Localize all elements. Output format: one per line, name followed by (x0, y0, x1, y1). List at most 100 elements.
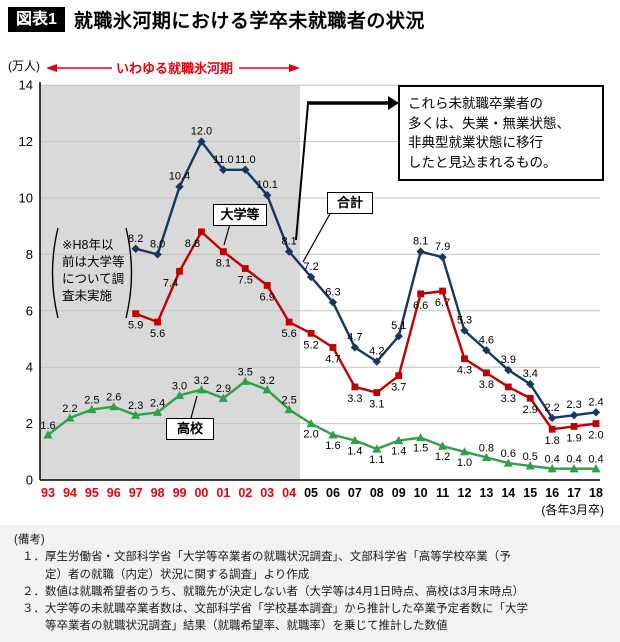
value-label: 6.9 (260, 291, 275, 303)
note-line-3: ２．数値は就職希望者のうち、就職先が決定しない者（大学等は4月1日時点、高校は3… (22, 585, 525, 598)
notes-caption: (備考) (14, 534, 45, 546)
value-label: 2.0 (303, 429, 318, 441)
data-point (526, 394, 534, 402)
series-line-0 (135, 139, 597, 420)
data-point (591, 464, 601, 473)
data-point (350, 343, 360, 352)
x-tick-label: 02 (238, 486, 252, 500)
value-label: 3.3 (501, 393, 516, 405)
ice-age-label: いわゆる就職氷河期 (116, 61, 234, 76)
y-tick-label: 4 (26, 360, 33, 375)
value-label: 3.4 (523, 368, 538, 380)
value-label: 2.5 (84, 395, 99, 407)
value-label: 6.6 (413, 300, 428, 312)
value-label: 1.9 (566, 432, 581, 444)
value-label: 4.7 (347, 331, 362, 343)
value-label: 3.3 (347, 393, 362, 405)
value-label: 3.8 (479, 379, 494, 391)
data-point (328, 298, 338, 307)
value-label: 0.6 (501, 448, 516, 460)
note-line-2: 定）者の就職（内定）状況に関する調査」より作成 (22, 568, 310, 581)
data-point (503, 458, 513, 467)
bracket-right (125, 227, 133, 319)
value-label: 5.6 (281, 328, 296, 340)
figure-tag: 図表1 (8, 6, 65, 33)
data-point (153, 407, 163, 416)
data-point (109, 402, 119, 411)
series-label-highschool: 高校 (166, 418, 214, 440)
value-label: 8.0 (150, 238, 165, 250)
data-point (175, 182, 184, 191)
x-tick-label: 05 (304, 486, 318, 500)
series-label-university: 大学等 (213, 204, 267, 226)
value-label: 3.2 (194, 375, 209, 387)
data-point (263, 190, 272, 200)
data-point (263, 282, 271, 289)
x-tick-label: 12 (458, 486, 472, 500)
value-label: 4.7 (325, 353, 340, 365)
value-label: 5.2 (303, 339, 318, 351)
data-point (394, 435, 404, 445)
data-point (306, 272, 316, 282)
data-point (504, 365, 513, 375)
value-label: 1.6 (325, 440, 340, 452)
value-label: 4.3 (457, 365, 472, 377)
data-point (218, 393, 228, 402)
chart-header: 図表1 就職氷河期における学卒未就職者の状況 (8, 6, 425, 33)
data-point (461, 355, 468, 363)
value-label: 8.1 (216, 258, 231, 270)
data-point (526, 379, 535, 389)
y-tick-label: 14 (19, 78, 33, 93)
data-point (65, 413, 75, 422)
data-point (241, 165, 250, 174)
x-tick-label: 07 (348, 486, 362, 500)
x-tick-label: 01 (216, 486, 230, 500)
data-point (219, 248, 227, 255)
value-label: 7.5 (238, 275, 253, 287)
value-label: 5.1 (391, 320, 406, 332)
value-label: 2.4 (588, 396, 603, 408)
data-point (438, 253, 447, 262)
value-label: 5.6 (150, 328, 165, 340)
value-label: 3.1 (369, 399, 384, 411)
data-point (417, 290, 425, 298)
value-label: 2.9 (523, 404, 538, 416)
x-tick-label: 96 (107, 486, 121, 500)
value-label: 8.1 (281, 236, 296, 248)
value-label: 1.0 (457, 457, 472, 469)
x-tick-label: 13 (479, 486, 493, 500)
x-tick-label: 16 (545, 486, 559, 500)
data-point (131, 244, 140, 253)
value-label: 0.4 (566, 454, 581, 466)
data-point (439, 287, 446, 295)
x-tick-label: 11 (436, 486, 449, 500)
x-tick-label: 00 (194, 486, 208, 500)
y-unit-label: (万人) (8, 59, 40, 73)
value-label: 1.6 (40, 420, 55, 432)
callout-text: これら未就職卒業者の 多くは、失業・無業状態、 非典型就業状態に移行 したと見込… (408, 96, 570, 170)
note-line-4: ３．大学等の未就職卒業者数は、文部科学省「学校基本調査」から推計した卒業予定者数… (22, 603, 528, 615)
data-point (176, 267, 183, 275)
label-connector (190, 395, 198, 419)
bracket-left (51, 227, 59, 319)
data-point (482, 346, 491, 355)
callout-box: これら未就職卒業者の 多くは、失業・無業状態、 非典型就業状態に移行 したと見込… (398, 85, 604, 182)
value-label: 12.0 (191, 126, 212, 138)
data-point (351, 383, 359, 391)
data-point (284, 404, 294, 414)
callout-arrowhead (388, 96, 399, 110)
callout-arrow (295, 103, 309, 241)
data-point (548, 425, 556, 433)
value-label: 2.2 (62, 403, 77, 415)
x-tick-label: 17 (567, 486, 581, 500)
value-label: 3.9 (501, 354, 516, 366)
data-point (547, 413, 557, 423)
value-label: 8.2 (128, 233, 143, 245)
notes-section: (備考) １．厚生労働省・文部科学省「大学等卒業者の就職状況調査」、文部科学省「… (0, 525, 620, 642)
value-label: 2.3 (128, 400, 143, 412)
data-point (219, 165, 228, 174)
value-label: 2.6 (106, 392, 121, 404)
value-label: 8.8 (185, 238, 200, 250)
value-label: 2.9 (216, 383, 231, 395)
x-tick-label: 03 (260, 486, 274, 500)
